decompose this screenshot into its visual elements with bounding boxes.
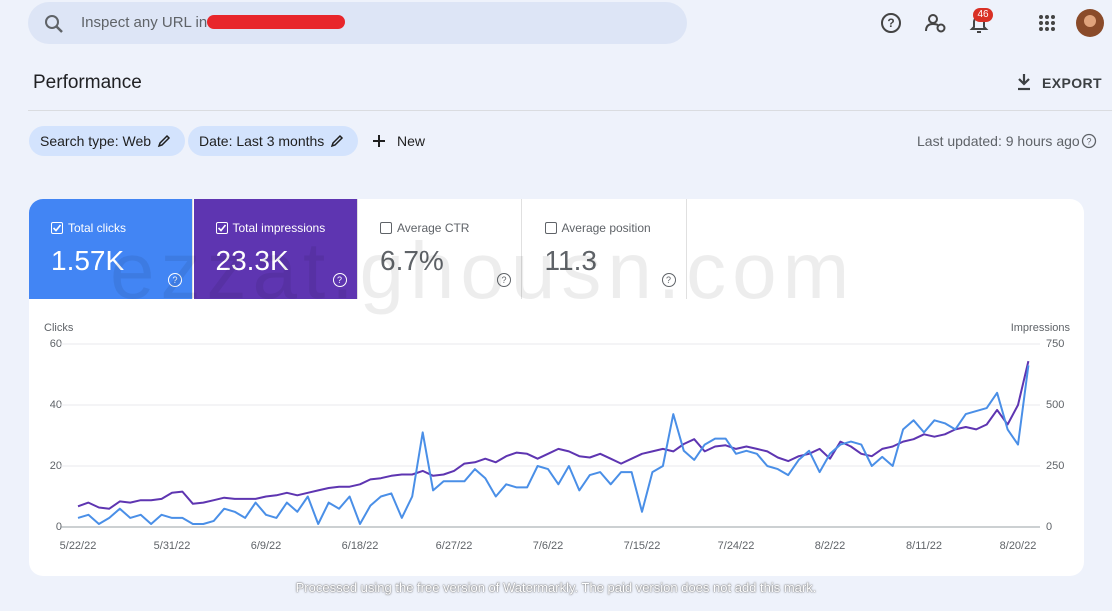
y2-axis-title: Impressions bbox=[1011, 322, 1071, 334]
x-tick-label: 8/2/22 bbox=[815, 540, 846, 552]
svg-text:?: ? bbox=[1086, 136, 1091, 146]
divider bbox=[28, 110, 1112, 111]
y-tick-label: 60 bbox=[50, 338, 62, 350]
chip-label: Date: Last 3 months bbox=[199, 133, 325, 149]
metric-label: Average position bbox=[561, 221, 651, 235]
help-icon: ? bbox=[168, 273, 182, 287]
checkbox bbox=[380, 222, 392, 234]
edit-icon bbox=[157, 134, 171, 148]
y2-tick-label: 750 bbox=[1046, 338, 1064, 350]
x-tick-label: 8/20/22 bbox=[1000, 540, 1037, 552]
apps-icon[interactable] bbox=[1038, 14, 1056, 32]
last-updated: Last updated: 9 hours ago bbox=[917, 133, 1080, 149]
search-icon bbox=[45, 15, 63, 33]
x-tick-label: 7/15/22 bbox=[624, 540, 661, 552]
series-line bbox=[77, 360, 1030, 510]
y2-tick-label: 500 bbox=[1046, 399, 1064, 411]
watermark-notice: Processed using the free version of Wate… bbox=[295, 580, 817, 595]
metric-value: 6.7% bbox=[380, 245, 444, 276]
y-tick-label: 20 bbox=[50, 460, 62, 472]
plus-icon[interactable] bbox=[371, 133, 387, 149]
metric-card[interactable]: Average position 11.3? bbox=[522, 199, 687, 299]
x-tick-label: 6/27/22 bbox=[436, 540, 473, 552]
x-tick-label: 7/6/22 bbox=[533, 540, 564, 552]
help-icon: ? bbox=[497, 273, 511, 287]
metric-label: Total impressions bbox=[232, 221, 326, 235]
y2-tick-label: 0 bbox=[1046, 521, 1052, 533]
new-filter[interactable]: New bbox=[397, 133, 426, 149]
metric-label: Total clicks bbox=[68, 221, 127, 235]
watermark: ezzat.ghousn.com bbox=[110, 226, 856, 315]
series-line bbox=[77, 365, 1030, 525]
page-title: Performance bbox=[33, 72, 142, 93]
checkbox bbox=[51, 222, 63, 234]
help-icon[interactable]: ? bbox=[880, 12, 902, 34]
help-icon: ? bbox=[661, 273, 676, 287]
x-tick-label: 6/9/22 bbox=[251, 540, 282, 552]
redacted-url bbox=[207, 15, 345, 29]
search-type-chip[interactable]: Search type: Web bbox=[29, 126, 186, 156]
checkbox bbox=[544, 222, 557, 234]
metric-card[interactable]: Total impressions 23.3K? bbox=[193, 199, 358, 299]
y-axis-title: Clicks bbox=[44, 322, 74, 334]
performance-card: Total clicks 1.57K? Total impressions 23.3K… bbox=[29, 199, 1084, 576]
edit-icon bbox=[330, 134, 344, 148]
help-icon: ? bbox=[332, 273, 347, 287]
x-tick-label: 7/24/22 bbox=[718, 540, 755, 552]
export-icon[interactable] bbox=[1016, 73, 1032, 91]
metric-value: 1.57K bbox=[51, 245, 125, 276]
y2-tick-label: 250 bbox=[1046, 460, 1064, 472]
y-tick-label: 40 bbox=[50, 399, 62, 411]
notification-badge: 46 bbox=[973, 8, 993, 22]
search-bar[interactable] bbox=[28, 2, 687, 44]
metric-label: Average CTR bbox=[397, 221, 470, 235]
svg-text:?: ? bbox=[887, 16, 894, 30]
checkbox bbox=[215, 222, 228, 234]
metric-card[interactable]: Average CTR 6.7%? bbox=[358, 199, 522, 299]
date-chip[interactable]: Date: Last 3 months bbox=[188, 126, 359, 156]
metric-value: 23.3K bbox=[215, 245, 289, 276]
y-tick-label: 0 bbox=[56, 521, 62, 533]
info-icon: ? bbox=[1081, 133, 1097, 149]
avatar[interactable] bbox=[1075, 8, 1105, 38]
x-tick-label: 5/22/22 bbox=[60, 540, 97, 552]
search-placeholder: Inspect any URL in bbox=[81, 14, 208, 31]
x-tick-label: 5/31/22 bbox=[154, 540, 191, 552]
settings-icon[interactable] bbox=[924, 12, 948, 34]
metric-card[interactable]: Total clicks 1.57K? bbox=[29, 199, 193, 299]
x-tick-label: 6/18/22 bbox=[342, 540, 379, 552]
x-tick-label: 8/11/22 bbox=[906, 540, 942, 552]
metric-value: 11.3 bbox=[544, 245, 597, 276]
chip-label: Search type: Web bbox=[40, 133, 152, 149]
export-button[interactable]: EXPORT bbox=[1042, 75, 1102, 91]
